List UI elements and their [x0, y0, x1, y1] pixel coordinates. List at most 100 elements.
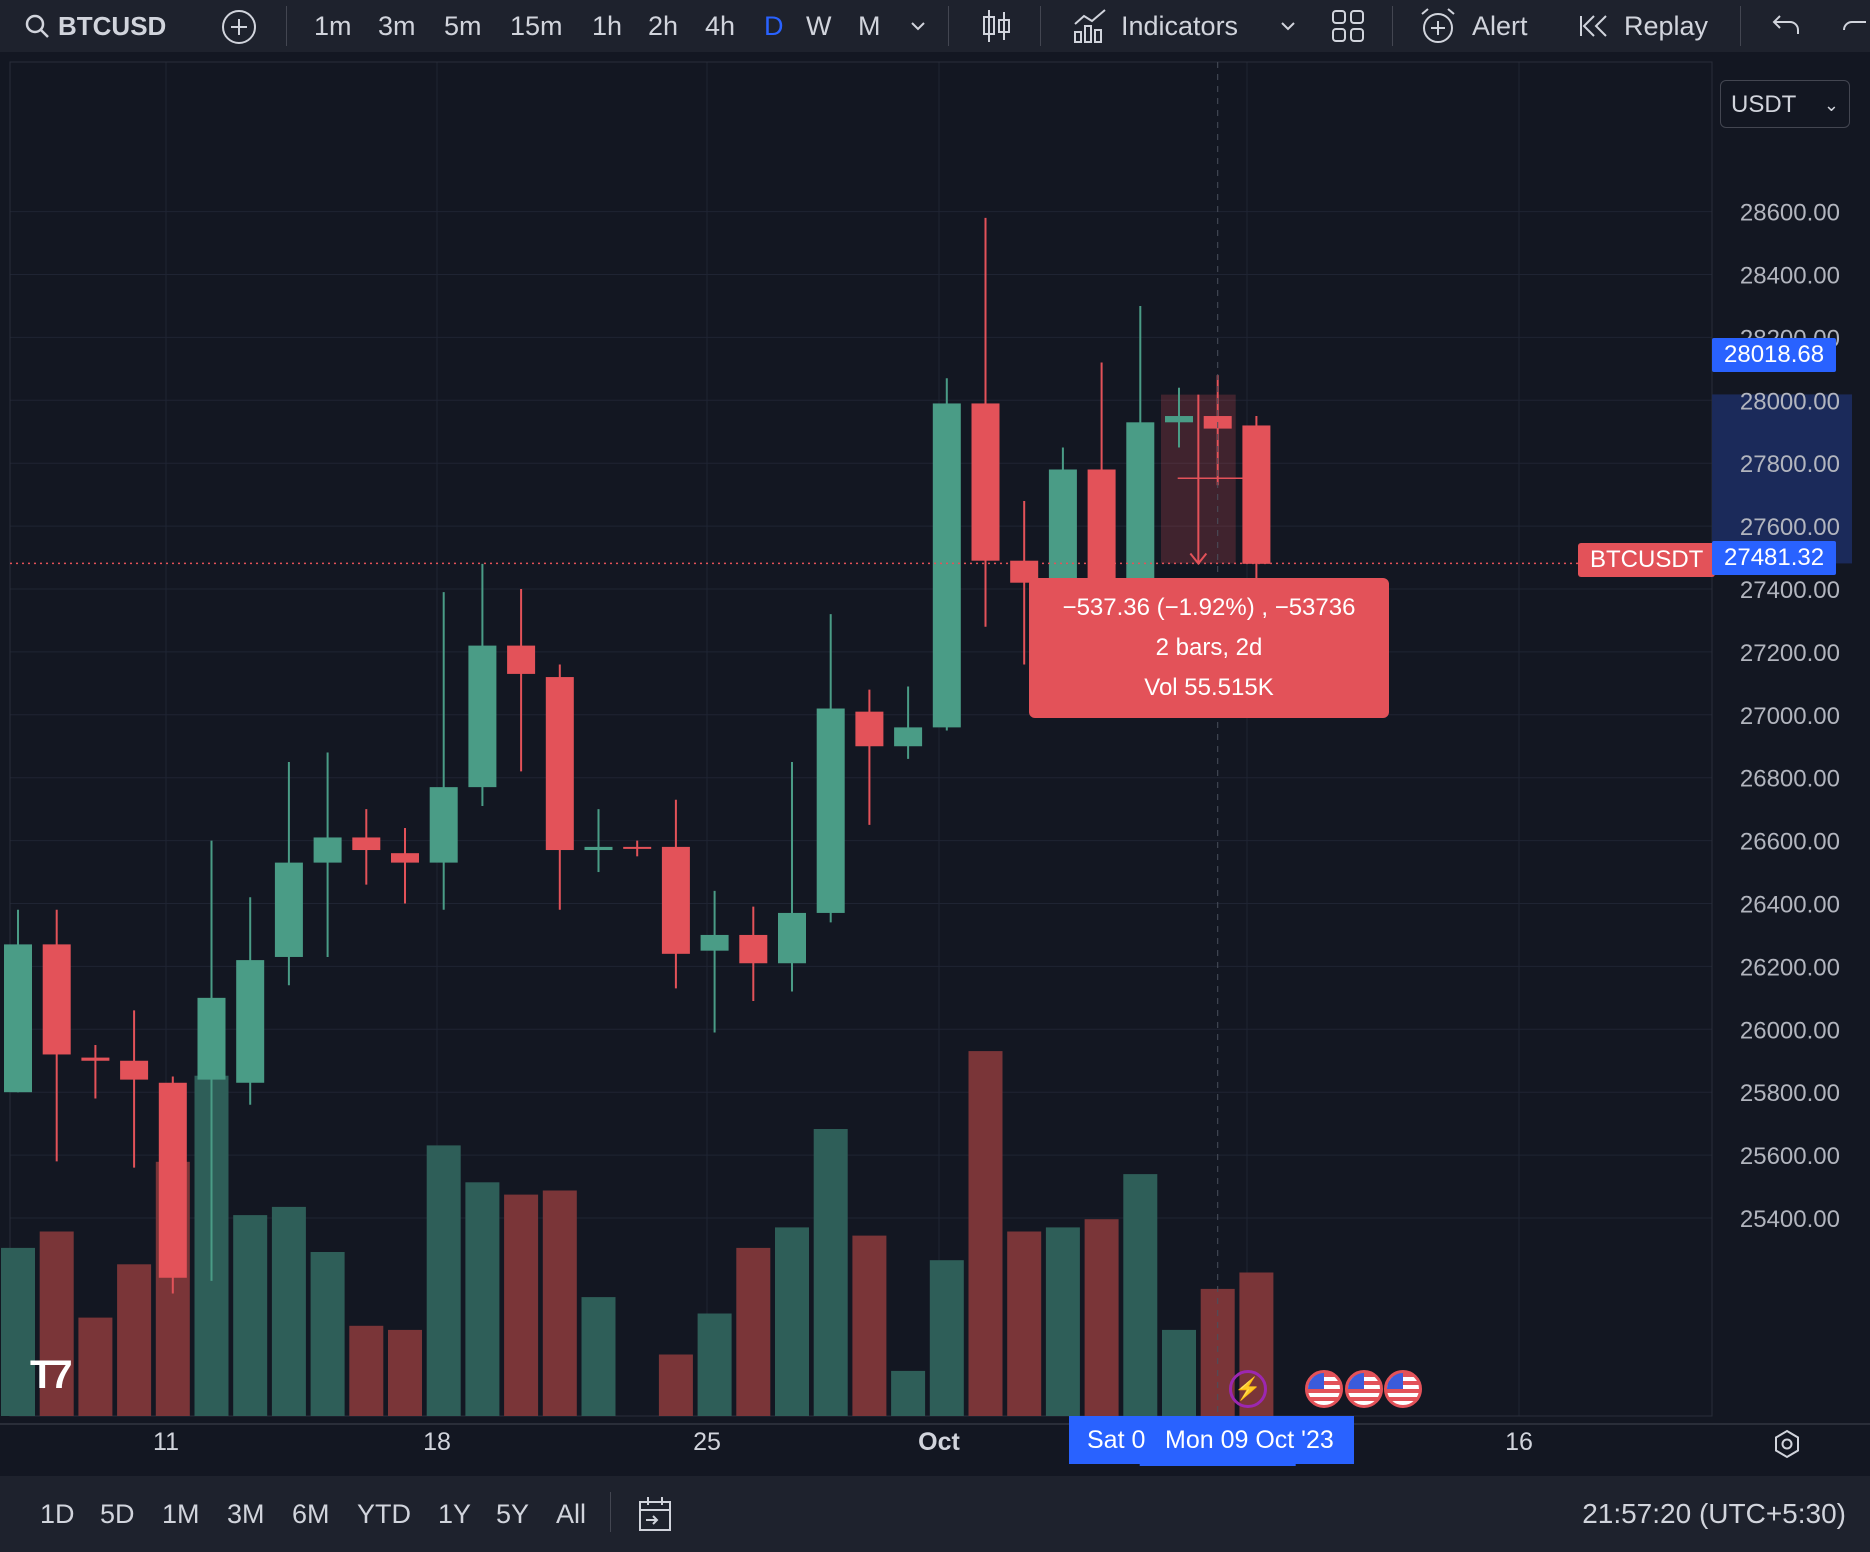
divider: [1740, 6, 1741, 46]
volume-bar: [78, 1317, 113, 1416]
interval-15m[interactable]: 15m: [510, 11, 563, 41]
candle-body: [352, 837, 381, 851]
candle-body: [739, 934, 768, 964]
price-range-highlight: [1712, 394, 1852, 564]
volume-bar: [39, 1231, 74, 1416]
layout-grid-icon[interactable]: [1330, 8, 1366, 44]
measure-tooltip: −537.36 (−1.92%) , −53736 2 bars, 2d Vol…: [1029, 578, 1389, 718]
divider: [948, 6, 949, 46]
interval-m[interactable]: M: [858, 11, 881, 41]
candle-body: [932, 403, 961, 728]
range-1y[interactable]: 1Y: [438, 1499, 472, 1529]
candle-body: [391, 853, 419, 863]
range-1d[interactable]: 1D: [40, 1499, 75, 1529]
tradingview-logo: T7: [30, 1353, 73, 1397]
add-symbol-icon[interactable]: [220, 8, 258, 46]
volume-bar: [426, 1145, 461, 1416]
alert-button[interactable]: Alert: [1472, 11, 1528, 41]
range-ytd[interactable]: YTD: [357, 1499, 411, 1529]
undo-icon[interactable]: [1770, 10, 1802, 42]
candle-body: [429, 787, 458, 863]
volume-bar: [504, 1194, 539, 1416]
interval-5m[interactable]: 5m: [444, 11, 482, 41]
go-to-date-icon[interactable]: [636, 1494, 674, 1534]
candle-body: [1010, 560, 1039, 583]
candle-body: [1242, 425, 1271, 564]
volume-bar: [233, 1215, 268, 1416]
crosshair-time-underline: [1139, 1462, 1296, 1466]
clock-timezone[interactable]: 21:57:20 (UTC+5:30): [1582, 1498, 1846, 1529]
interval-3m[interactable]: 3m: [378, 11, 416, 41]
volume-bar: [929, 1260, 964, 1416]
crosshair-time-label: Sat 0 Mon 09 Oct '23: [1069, 1416, 1354, 1464]
interval-1m[interactable]: 1m: [314, 11, 352, 41]
price-tick-label: 27000.00: [1740, 703, 1840, 730]
symbol-label: BTCUSD: [58, 10, 167, 41]
volume-bar: [852, 1235, 887, 1416]
candles-icon[interactable]: [978, 6, 1014, 46]
settings-gear-icon[interactable]: [1771, 1428, 1803, 1460]
price-tick-label: 25600.00: [1740, 1143, 1840, 1170]
us-event-flag-icon[interactable]: [1305, 1370, 1343, 1408]
candle-body: [158, 1082, 187, 1278]
search-icon: [25, 14, 49, 38]
crosshair-time-label-prev: Sat 0: [1087, 1426, 1146, 1454]
volume-bar: [465, 1182, 500, 1416]
price-tick-label: 25800.00: [1740, 1080, 1840, 1107]
replay-button[interactable]: Replay: [1624, 11, 1709, 41]
price-tick-label: 28600.00: [1740, 200, 1840, 227]
candle-body: [81, 1057, 110, 1061]
volume-bar: [1045, 1227, 1080, 1416]
redo-icon[interactable]: [1838, 10, 1870, 42]
range-3m[interactable]: 3M: [227, 1499, 265, 1529]
symbol-search[interactable]: BTCUSD: [24, 8, 166, 44]
range-5d[interactable]: 5D: [100, 1499, 135, 1529]
volume-bar: [1162, 1329, 1196, 1416]
volume-bar: [581, 1297, 616, 1416]
candle-body: [778, 912, 806, 964]
range-5y[interactable]: 5Y: [496, 1499, 530, 1529]
range-1m[interactable]: 1M: [162, 1499, 200, 1529]
price-tick-label: 27400.00: [1740, 577, 1840, 604]
currency-select[interactable]: USDT ⌄: [1720, 80, 1850, 128]
volume-bar: [736, 1247, 771, 1416]
alarm-clock-icon: [1421, 8, 1455, 43]
candle-body: [1087, 469, 1116, 589]
candle-body: [971, 403, 1000, 561]
interval-2h[interactable]: 2h: [648, 11, 679, 41]
interval-w[interactable]: W: [806, 11, 832, 41]
candle-body: [545, 677, 574, 851]
interval-1h[interactable]: 1h: [592, 11, 623, 41]
us-event-flag-icon[interactable]: [1345, 1370, 1383, 1408]
crosshair-time-label-current: Mon 09 Oct '23: [1159, 1416, 1334, 1464]
candle-body: [4, 944, 32, 1093]
range-all[interactable]: All: [556, 1499, 587, 1529]
price-tick-label: 26000.00: [1740, 1017, 1840, 1044]
chevron-down-icon[interactable]: [1278, 16, 1298, 36]
time-axis-label: 18: [423, 1428, 451, 1456]
lightning-event-icon[interactable]: ⚡: [1229, 1370, 1267, 1408]
price-tick-label: 28400.00: [1740, 263, 1840, 290]
chart-canvas[interactable]: 28600.0028400.0028200.0028000.0027800.00…: [0, 52, 1870, 1476]
candle-body: [42, 944, 71, 1055]
interval-d[interactable]: D: [764, 11, 784, 41]
divider: [286, 6, 287, 46]
time-axis-label: 11: [153, 1428, 179, 1456]
measure-bars: 2 bars, 2d: [1155, 634, 1263, 661]
volume-bar: [349, 1325, 384, 1416]
indicators-button[interactable]: Indicators: [1121, 11, 1239, 41]
volume-bar: [658, 1354, 693, 1416]
candle-body: [197, 997, 226, 1080]
volume-bar: [968, 1051, 1003, 1416]
range-6m[interactable]: 6M: [292, 1499, 330, 1529]
volume-bar: [891, 1370, 926, 1416]
candle-body: [313, 837, 342, 863]
chevron-down-icon[interactable]: [908, 16, 928, 36]
price-tick-label: 26200.00: [1740, 954, 1840, 981]
interval-4h[interactable]: 4h: [705, 11, 736, 41]
price-tick-label: 25400.00: [1740, 1206, 1840, 1233]
us-event-flag-icon[interactable]: [1384, 1370, 1422, 1408]
price-axis-panel: [1712, 52, 1870, 1424]
price-tick-label: 27600.00: [1740, 514, 1840, 541]
candle-body: [236, 960, 265, 1083]
